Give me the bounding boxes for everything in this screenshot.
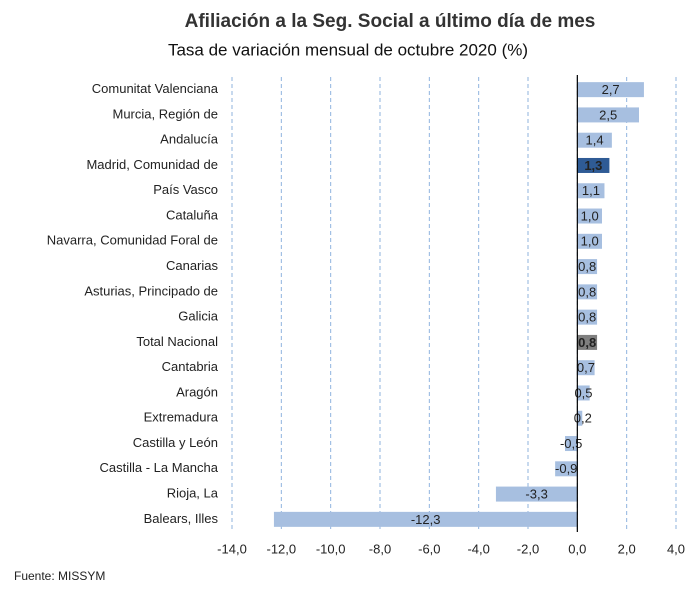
y-tick-label: Galicia: [178, 309, 219, 324]
bar: [577, 157, 610, 173]
y-tick-label: Comunitat Valenciana: [92, 81, 219, 96]
value-label: 1,4: [586, 133, 604, 148]
bar: [577, 410, 583, 426]
value-label: 0,8: [578, 310, 596, 325]
bar: [577, 82, 644, 98]
y-tick-label: Aragón: [176, 384, 218, 399]
x-tick-label: -4,0: [467, 541, 489, 556]
chart-title: Afiliación a la Seg. Social a último día…: [185, 11, 596, 32]
value-label: 1,1: [582, 183, 600, 198]
bar: [555, 461, 578, 477]
x-tick-label: -12,0: [267, 541, 297, 556]
value-label: 0,8: [578, 259, 596, 274]
y-tick-label: Canarias: [166, 258, 219, 273]
bar: [577, 334, 598, 350]
bar: [577, 385, 590, 401]
value-label: 1,0: [581, 208, 599, 223]
x-tick-label: -10,0: [316, 541, 346, 556]
value-label: 1,0: [581, 234, 599, 249]
value-label: 0,5: [574, 385, 592, 400]
value-label: -0,5: [560, 436, 582, 451]
x-tick-label: -6,0: [418, 541, 440, 556]
value-label: 2,7: [602, 82, 620, 97]
value-label: 0,8: [578, 284, 596, 299]
bar: [577, 284, 598, 300]
x-tick-label: -14,0: [217, 541, 247, 556]
bar: [565, 436, 578, 452]
y-tick-label: Cataluña: [166, 207, 219, 222]
y-tick-label: Total Nacional: [136, 334, 218, 349]
bar: [495, 486, 578, 502]
y-tick-label: Murcia, Región de: [113, 106, 219, 121]
y-tick-label: Rioja, La: [167, 486, 219, 501]
bar: [577, 309, 598, 325]
bar: [577, 107, 639, 123]
bar: [577, 360, 595, 376]
y-tick-label: Asturias, Principado de: [84, 283, 218, 298]
value-label: 0,2: [574, 411, 592, 426]
value-label: -12,3: [411, 512, 441, 527]
y-tick-label: País Vasco: [153, 182, 218, 197]
y-tick-label: Castilla - La Mancha: [100, 460, 219, 475]
x-tick-label: -2,0: [517, 541, 539, 556]
x-tick-label: -8,0: [369, 541, 391, 556]
y-tick-label: Extremadura: [144, 410, 219, 425]
x-tick-label: 0,0: [568, 541, 586, 556]
bar: [577, 233, 602, 249]
bar: [273, 511, 578, 527]
bar: [577, 183, 605, 199]
bar: [577, 259, 598, 275]
value-label: 0,7: [577, 360, 595, 375]
y-tick-label: Andalucía: [160, 132, 219, 147]
y-tick-label: Balears, Illes: [144, 511, 219, 526]
chart-subtitle: Tasa de variación mensual de octubre 202…: [168, 40, 528, 59]
value-label: -3,3: [525, 487, 547, 502]
y-tick-label: Cantabria: [162, 359, 219, 374]
value-label: -0,9: [555, 461, 577, 476]
value-label: 0,8: [578, 335, 596, 350]
x-tick-label: 2,0: [618, 541, 636, 556]
x-tick-label: 4,0: [667, 541, 685, 556]
y-tick-label: Madrid, Comunidad de: [86, 157, 218, 172]
bar: [577, 132, 612, 148]
bar: [577, 208, 602, 224]
value-label: 1,3: [584, 158, 602, 173]
value-label: 2,5: [599, 107, 617, 122]
y-tick-label: Castilla y León: [133, 435, 218, 450]
source: Fuente: MISSYM: [14, 569, 105, 583]
y-tick-label: Navarra, Comunidad Foral de: [47, 233, 218, 248]
